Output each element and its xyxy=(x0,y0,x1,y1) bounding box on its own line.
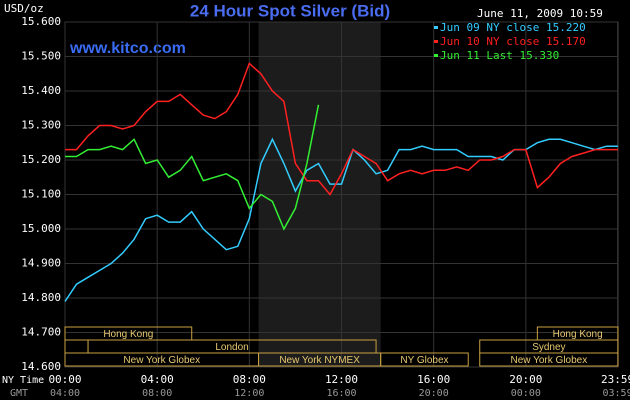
session-label: Sydney xyxy=(532,342,565,353)
session-label: Hong Kong xyxy=(103,329,153,340)
y-tick-label: 15.600 xyxy=(21,15,61,28)
x-tick-label: 23:59 xyxy=(601,373,630,386)
x2-tick-label: 08:00 xyxy=(142,388,172,399)
x-tick-label: 04:00 xyxy=(141,373,174,386)
session-label: Hong Kong xyxy=(553,329,603,340)
x2-axis-label: GMT xyxy=(10,388,28,399)
y-axis-unit: USD/oz xyxy=(4,2,44,15)
x-tick-label: 08:00 xyxy=(233,373,266,386)
y-tick-label: 15.300 xyxy=(21,119,61,132)
session-label: London xyxy=(215,342,248,353)
x-tick-label: 16:00 xyxy=(417,373,450,386)
legend-entry: Jun 10 NY close 15.170 xyxy=(440,35,586,48)
x2-tick-label: 04:00 xyxy=(50,388,80,399)
session-bar xyxy=(380,352,469,367)
x-axis-label: NY Time xyxy=(2,375,44,386)
y-tick-label: 14.600 xyxy=(21,360,61,373)
website: www.kitco.com xyxy=(69,40,186,57)
y-tick-label: 14.700 xyxy=(21,326,61,339)
y-tick-label: 14.800 xyxy=(21,291,61,304)
session-label: NY Globex xyxy=(400,355,448,366)
session-label: New York Globex xyxy=(511,355,588,366)
x2-tick-label: 20:00 xyxy=(419,388,449,399)
series-line xyxy=(65,104,320,231)
legend-entry: Jun 11 Last 15.330 xyxy=(440,49,559,62)
x2-tick-label: 03:59 xyxy=(602,388,630,399)
y-tick-label: 15.400 xyxy=(21,84,61,97)
y-tick-label: 15.500 xyxy=(21,50,61,63)
session-label: New York Globex xyxy=(123,355,200,366)
chart-title: 24 Hour Spot Silver (Bid) xyxy=(190,1,390,20)
x-tick-label: 00:00 xyxy=(48,373,81,386)
y-tick-label: 15.000 xyxy=(21,222,61,235)
x2-tick-label: 16:00 xyxy=(326,388,356,399)
x2-tick-label: 00:00 xyxy=(511,388,541,399)
legend-entry: Jun 09 NY close 15.220 xyxy=(440,21,586,34)
x2-tick-label: 12:00 xyxy=(234,388,264,399)
x-tick-label: 12:00 xyxy=(325,373,358,386)
y-tick-label: 14.900 xyxy=(21,257,61,270)
session-label: New York NYMEX xyxy=(279,355,360,366)
series-line xyxy=(65,62,618,196)
timestamp: June 11, 2009 10:59 xyxy=(477,7,603,20)
session-bar xyxy=(479,352,619,367)
x-tick-label: 20:00 xyxy=(509,373,542,386)
legend-swatch xyxy=(434,26,438,29)
y-tick-label: 15.200 xyxy=(21,153,61,166)
legend-swatch xyxy=(434,54,438,57)
y-tick-label: 15.100 xyxy=(21,188,61,201)
legend-swatch xyxy=(434,40,438,43)
